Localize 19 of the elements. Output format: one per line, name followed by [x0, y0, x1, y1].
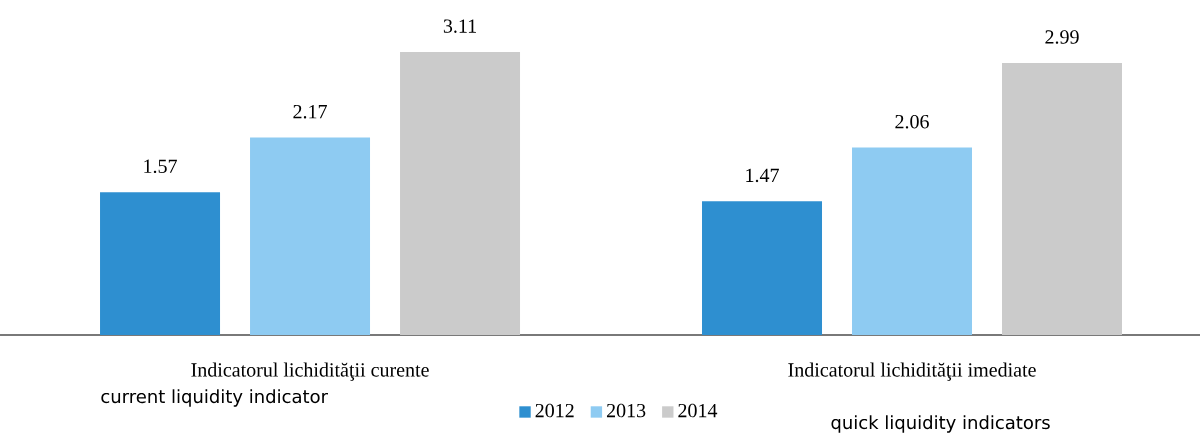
legend-label: 2012: [535, 403, 574, 418]
data-label: 1.47: [746, 168, 779, 183]
data-label: 2.06: [895, 114, 929, 129]
data-label: 2.17: [293, 104, 327, 119]
data-label: 1.57: [144, 159, 177, 174]
data-label: 3.11: [443, 19, 476, 33]
bar: [852, 147, 973, 335]
legend-label: 2013: [606, 403, 646, 418]
text: quick liquidity indicators: [831, 415, 1050, 433]
legend-label: 2014: [678, 403, 718, 418]
bar: [702, 201, 823, 335]
bar: [400, 52, 521, 335]
data-label: 2.99: [1045, 30, 1079, 44]
x-tick-label: Indicatorul lichidităţii curente: [191, 362, 429, 381]
x-tick-label: Indicatorul lichidităţii imediate: [788, 362, 1036, 381]
bar: [100, 192, 221, 335]
bar: [250, 137, 371, 335]
text: current liquidity indicator: [101, 389, 328, 407]
bar: [1002, 62, 1123, 335]
